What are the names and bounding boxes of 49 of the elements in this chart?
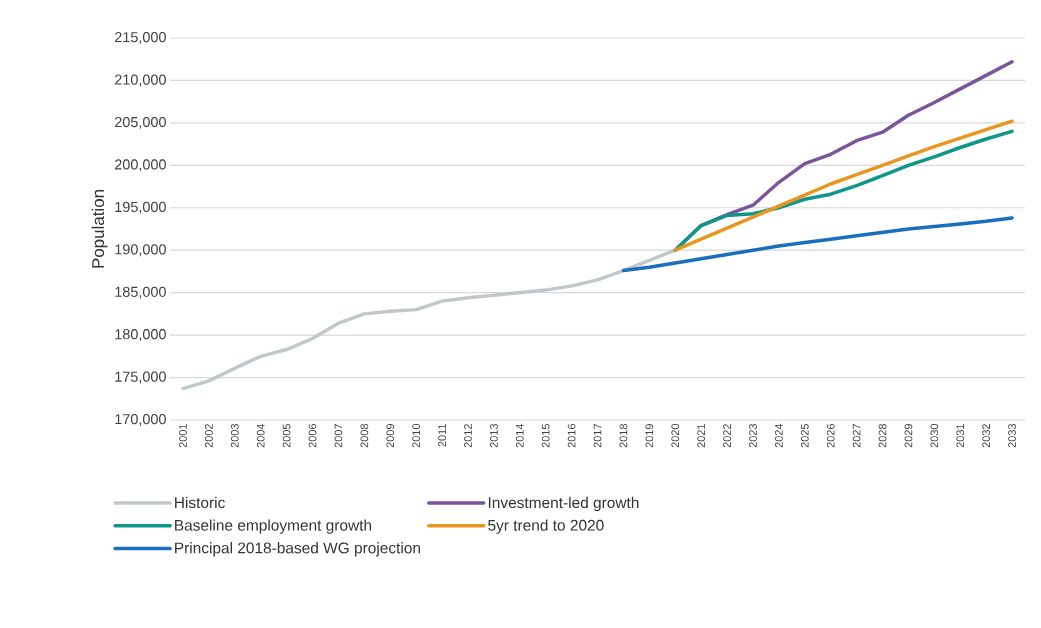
x-tick-label: 2002 — [205, 424, 213, 448]
x-tick-label: 2032 — [982, 424, 991, 448]
y-tick-label: 205,000 — [115, 116, 166, 129]
x-tick-label: 2012 — [464, 424, 472, 448]
x-tick-label: 2020 — [671, 423, 680, 448]
x-tick-label: 2028 — [878, 423, 887, 448]
x-tick-label: 2019 — [645, 424, 654, 448]
x-tick-label: 2029 — [904, 424, 913, 448]
x-tick-label: 2016 — [567, 423, 576, 448]
y-tick-label: 175,000 — [115, 371, 166, 384]
x-tick-label: 2025 — [800, 423, 809, 448]
x-tick-label: 2031 — [956, 424, 965, 448]
y-tick-label: 200,000 — [115, 159, 166, 172]
x-tick-label: 2003 — [230, 423, 239, 448]
x-tick-label: 2010 — [412, 423, 421, 448]
y-tick-label: 185,000 — [115, 286, 166, 299]
x-tick-label: 2023 — [749, 423, 757, 448]
x-tick-label: 2017 — [593, 424, 602, 448]
x-tick-label: 2001 — [179, 424, 187, 448]
legend-label: 5yr trend to 2020 — [488, 519, 604, 534]
y-tick-label: 210,000 — [115, 74, 166, 87]
x-tick-label: 2013 — [490, 423, 498, 448]
x-tick-label: 2014 — [515, 423, 524, 448]
x-tick-label: 2009 — [386, 424, 395, 448]
x-tick-label: 2006 — [308, 423, 317, 448]
x-tick-label: 2027 — [852, 424, 861, 448]
x-tick-label: 2022 — [723, 424, 731, 448]
x-tick-label: 2026 — [826, 423, 835, 448]
x-tick-label: 2033 — [1008, 423, 1016, 448]
y-tick-label: 170,000 — [115, 414, 166, 426]
legend-label: Baseline employment growth — [175, 519, 372, 534]
y-tick-label: 190,000 — [115, 244, 166, 257]
legend-label: Historic — [175, 496, 225, 509]
y-tick-label: 215,000 — [115, 32, 166, 44]
x-tick-label: 2011 — [438, 424, 446, 447]
legend-label: Investment-led growth — [488, 496, 639, 512]
x-tick-label: 2018 — [619, 423, 628, 448]
y-tick-label: 195,000 — [115, 201, 166, 214]
y-axis-title: Population — [91, 190, 108, 268]
x-tick-label: 2030 — [930, 423, 939, 448]
x-tick-label: 2008 — [360, 423, 369, 448]
legend-label: Principal 2018-based WG projection — [175, 542, 420, 557]
x-tick-label: 2021 — [697, 424, 706, 448]
x-tick-label: 2007 — [334, 424, 343, 448]
x-tick-label: 2004 — [256, 423, 265, 448]
x-tick-label: 2024 — [775, 423, 783, 448]
x-tick-label: 2015 — [541, 423, 550, 448]
y-tick-label: 180,000 — [115, 329, 166, 342]
x-tick-label: 2005 — [282, 423, 291, 448]
